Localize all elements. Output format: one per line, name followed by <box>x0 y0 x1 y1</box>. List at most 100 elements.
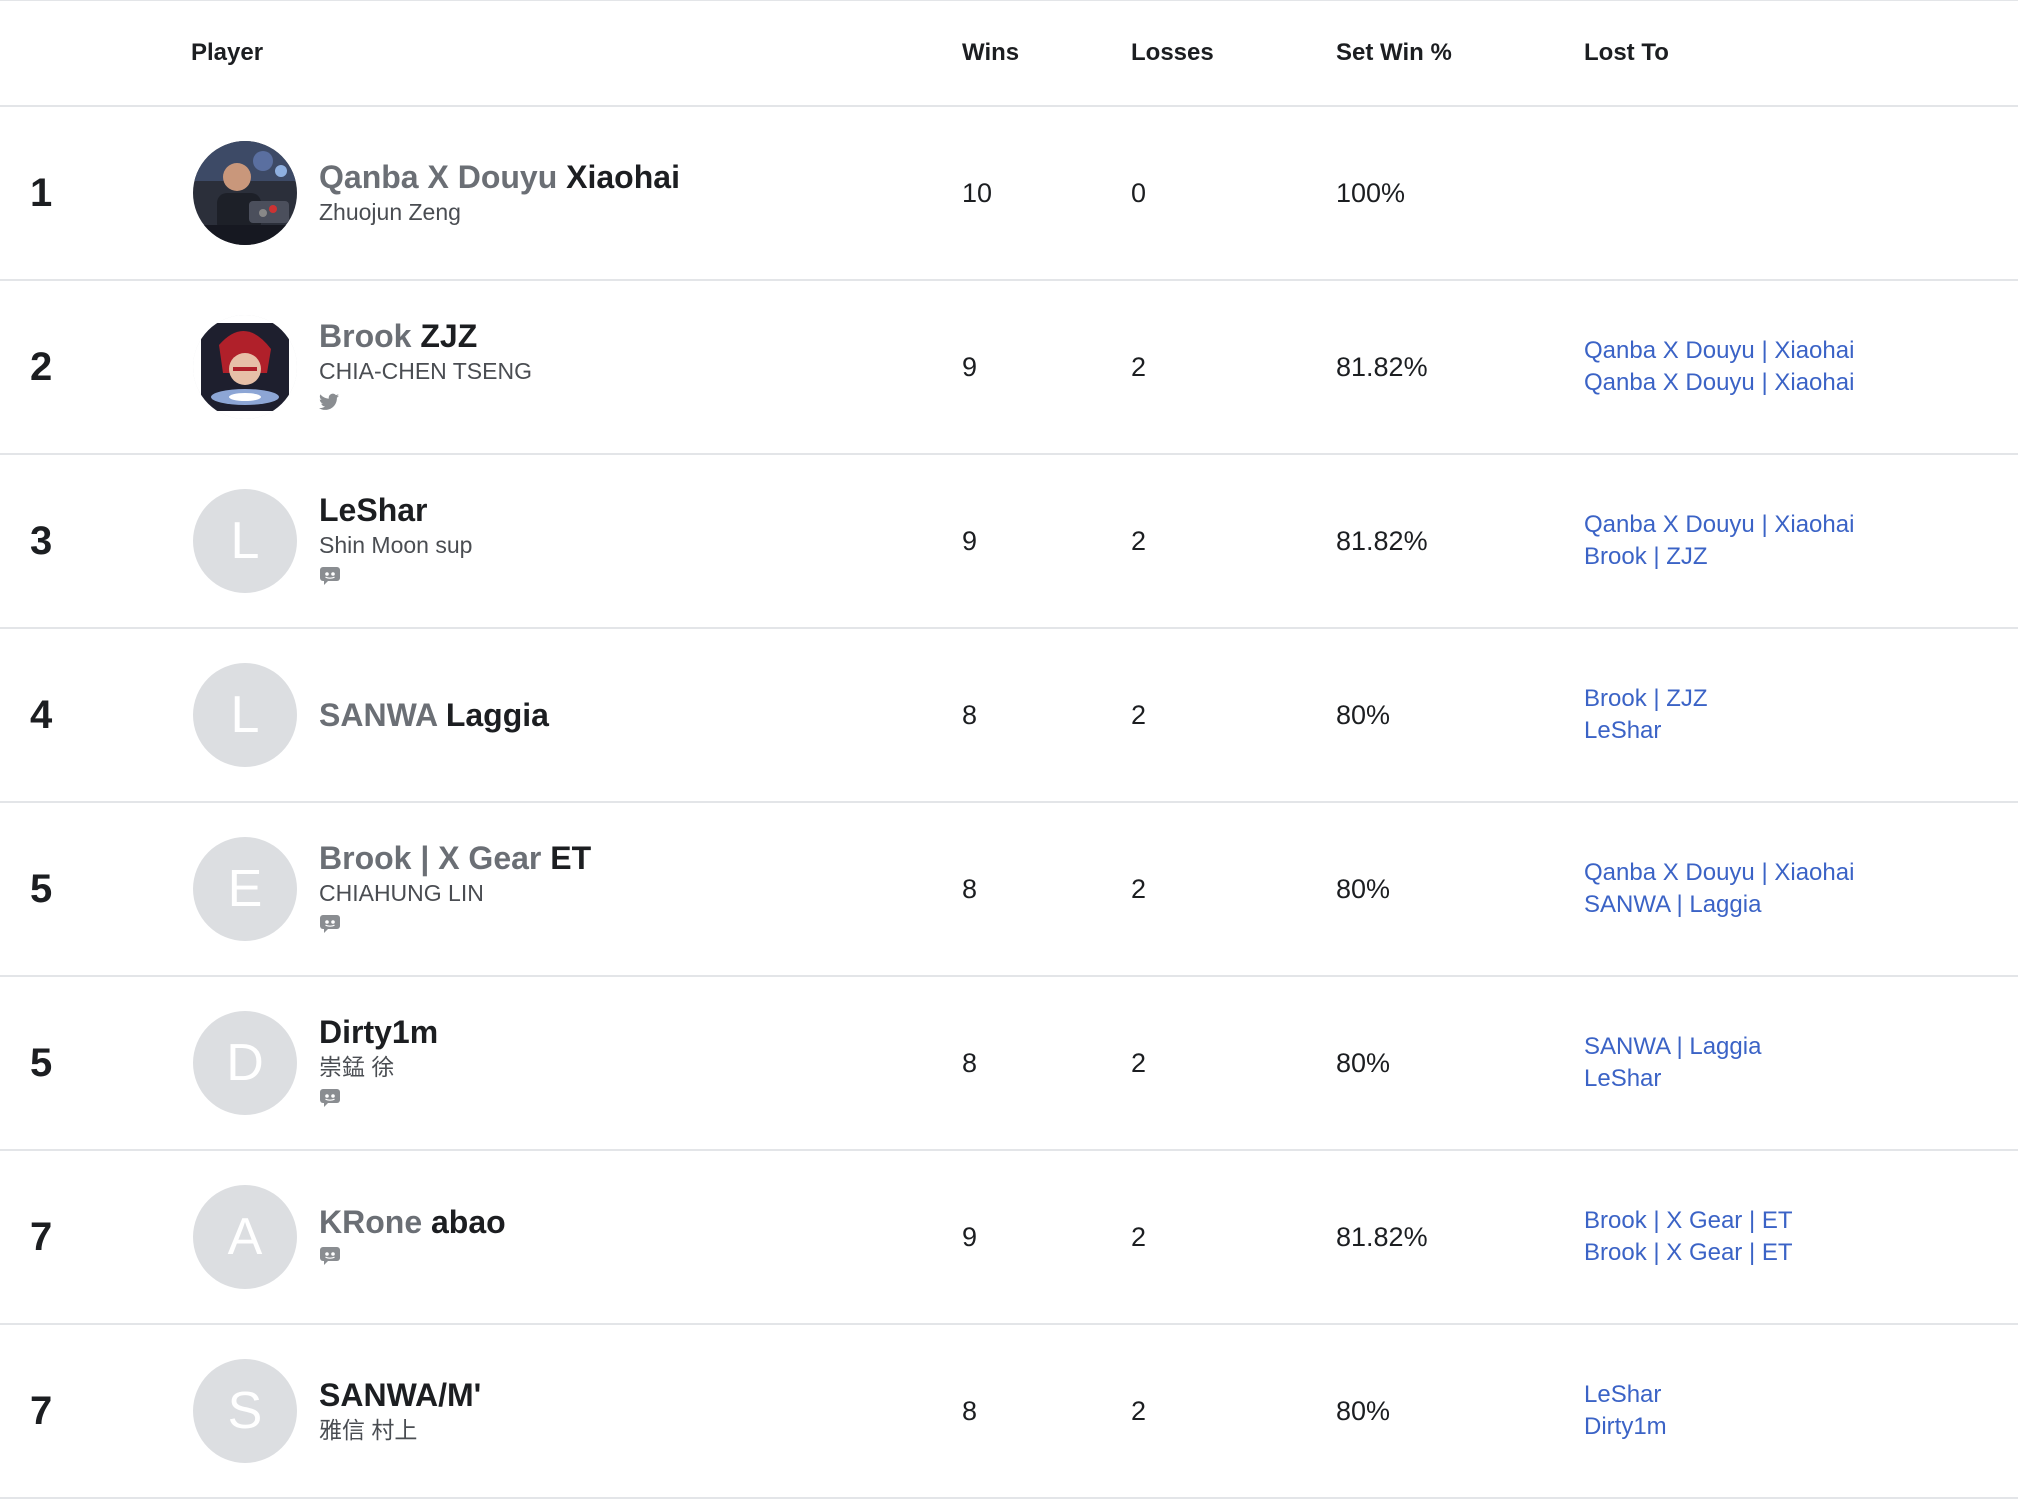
table-header: Player Wins Losses Set Win % Lost To <box>0 1 2018 107</box>
player-tag[interactable]: SANWA/M' <box>319 1376 481 1414</box>
losses-value: 2 <box>1131 525 1147 556</box>
header-losses[interactable]: Losses <box>1131 39 1214 66</box>
discord-icon[interactable] <box>319 1088 341 1113</box>
player-tag[interactable]: Brook | X Gear ET <box>319 839 591 877</box>
set-win-pct-value: 100% <box>1336 177 1406 208</box>
rank: 7 <box>30 1214 53 1259</box>
lost-to-list: LeShar Dirty1m <box>1584 1325 1667 1497</box>
gamertag[interactable]: ZJZ <box>420 318 478 354</box>
losses-value: 2 <box>1131 351 1147 382</box>
player-info: Brook | X Gear ET CHIAHUNG LIN <box>319 803 591 975</box>
wins-value: 9 <box>962 351 978 382</box>
sponsor-prefix: KRone <box>319 1204 423 1240</box>
player-tag[interactable]: LeShar <box>319 491 472 529</box>
table-row: 5 E Brook | X Gear ET CHIAHUNG LIN 8 2 8… <box>0 803 2018 977</box>
real-name: Zhuojun Zeng <box>319 199 461 225</box>
header-wins[interactable]: Wins <box>962 39 1020 66</box>
real-name: 崇錳 徐 <box>319 1054 395 1080</box>
gamertag[interactable]: abao <box>431 1204 506 1240</box>
rank: 4 <box>30 692 53 737</box>
header-set-win-pct[interactable]: Set Win % <box>1336 39 1452 66</box>
table-row: 4 L SANWA Laggia 8 2 80% Brook | ZJZ LeSh… <box>0 629 2018 803</box>
losses-value: 2 <box>1131 1047 1147 1078</box>
set-win-pct-value: 81.82% <box>1336 351 1428 382</box>
avatar[interactable] <box>193 141 297 245</box>
losses-value: 0 <box>1131 177 1147 208</box>
gamertag[interactable]: Laggia <box>445 697 549 733</box>
losses-value: 2 <box>1131 873 1147 904</box>
table-row: 7 S SANWA/M' 雅信 村上 8 2 80% LeShar Dirty1m <box>0 1325 2018 1499</box>
wins-value: 8 <box>962 1047 978 1078</box>
avatar[interactable] <box>193 315 297 419</box>
lost-to-link[interactable]: SANWA | Laggia <box>1584 891 1762 918</box>
set-win-pct-value: 81.82% <box>1336 1221 1428 1252</box>
gamertag[interactable]: ET <box>550 840 592 876</box>
lost-to-link[interactable]: Qanba X Douyu | Xiaohai <box>1584 859 1855 886</box>
wins-value: 9 <box>962 525 978 556</box>
discord-icon[interactable] <box>319 914 341 939</box>
header-lost-to: Lost To <box>1584 39 1669 66</box>
wins-value: 9 <box>962 1221 978 1252</box>
table-row: 5 D Dirty1m 崇錳 徐 8 2 80% SANWA | Laggia L… <box>0 977 2018 1151</box>
wins-value: 8 <box>962 699 978 730</box>
avatar[interactable]: D <box>193 1011 297 1115</box>
rank: 3 <box>30 518 53 563</box>
losses-value: 2 <box>1131 1395 1147 1426</box>
player-info: SANWA Laggia <box>319 629 549 801</box>
player-info: Qanba X Douyu Xiaohai Zhuojun Zeng <box>319 107 680 279</box>
lost-to-link[interactable]: Qanba X Douyu | Xiaohai <box>1584 369 1855 396</box>
lost-to-link[interactable]: Brook | X Gear | ET <box>1584 1239 1793 1266</box>
player-info: Dirty1m 崇錳 徐 <box>319 977 438 1149</box>
table-body: 1 Qanba X Douyu Xiaohai Zhuojun Zeng 10 … <box>0 107 2018 1499</box>
gamertag[interactable]: SANWA/M' <box>319 1377 482 1413</box>
player-tag[interactable]: KRone abao <box>319 1203 506 1241</box>
gamertag[interactable]: Xiaohai <box>566 159 680 195</box>
sponsor-prefix: SANWA <box>319 697 437 733</box>
player-info: LeShar Shin Moon sup <box>319 455 472 627</box>
lost-to-link[interactable]: Brook | X Gear | ET <box>1584 1207 1793 1234</box>
player-tag[interactable]: SANWA Laggia <box>319 696 549 734</box>
twitter-icon[interactable] <box>319 393 339 416</box>
rank: 1 <box>30 170 53 215</box>
wins-value: 10 <box>962 177 993 208</box>
player-tag[interactable]: Brook ZJZ <box>319 317 532 355</box>
rank: 7 <box>30 1388 53 1433</box>
lost-to-link[interactable]: Qanba X Douyu | Xiaohai <box>1584 511 1855 538</box>
lost-to-link[interactable]: Brook | ZJZ <box>1584 685 1708 712</box>
gamertag[interactable]: LeShar <box>319 492 428 528</box>
avatar[interactable]: S <box>193 1359 297 1463</box>
lost-to-link[interactable]: LeShar <box>1584 717 1662 744</box>
set-win-pct-value: 80% <box>1336 873 1391 904</box>
avatar[interactable]: E <box>193 837 297 941</box>
player-tag[interactable]: Dirty1m <box>319 1013 438 1051</box>
gamertag[interactable]: Dirty1m <box>319 1014 439 1050</box>
lost-to-link[interactable]: Brook | ZJZ <box>1584 543 1708 570</box>
set-win-pct-value: 80% <box>1336 1047 1391 1078</box>
table-row: 2 Brook ZJZ CHIA-CHEN TSENG 9 2 81.82% Q… <box>0 281 2018 455</box>
avatar-letter: A <box>227 1208 263 1266</box>
avatar-letter: E <box>227 860 263 918</box>
player-tag[interactable]: Qanba X Douyu Xiaohai <box>319 158 680 196</box>
lost-to-list: Brook | ZJZ LeShar <box>1584 629 1708 801</box>
lost-to-list: Qanba X Douyu | Xiaohai Qanba X Douyu | X… <box>1584 281 1854 453</box>
player-info: KRone abao <box>319 1151 506 1323</box>
set-win-pct-value: 80% <box>1336 699 1391 730</box>
lost-to-link[interactable]: Dirty1m <box>1584 1413 1667 1440</box>
losses-value: 2 <box>1131 1221 1147 1252</box>
avatar[interactable]: A <box>193 1185 297 1289</box>
lost-to-link[interactable]: Qanba X Douyu | Xiaohai <box>1584 337 1855 364</box>
lost-to-list: Qanba X Douyu | Xiaohai SANWA | Laggia <box>1584 803 1854 975</box>
avatar[interactable]: L <box>193 663 297 767</box>
lost-to-link[interactable]: SANWA | Laggia <box>1584 1033 1762 1060</box>
real-name: 雅信 村上 <box>319 1417 418 1443</box>
avatar[interactable]: L <box>193 489 297 593</box>
discord-icon[interactable] <box>319 1246 341 1271</box>
lost-to-list: Brook | X Gear | ET Brook | X Gear | ET <box>1584 1151 1793 1323</box>
rank: 5 <box>30 866 53 911</box>
lost-to-link[interactable]: LeShar <box>1584 1065 1662 1092</box>
header-player[interactable]: Player <box>191 39 264 66</box>
avatar-letter: S <box>227 1382 263 1440</box>
lost-to-list: SANWA | Laggia LeShar <box>1584 977 1761 1149</box>
discord-icon[interactable] <box>319 566 341 591</box>
lost-to-link[interactable]: LeShar <box>1584 1381 1662 1408</box>
